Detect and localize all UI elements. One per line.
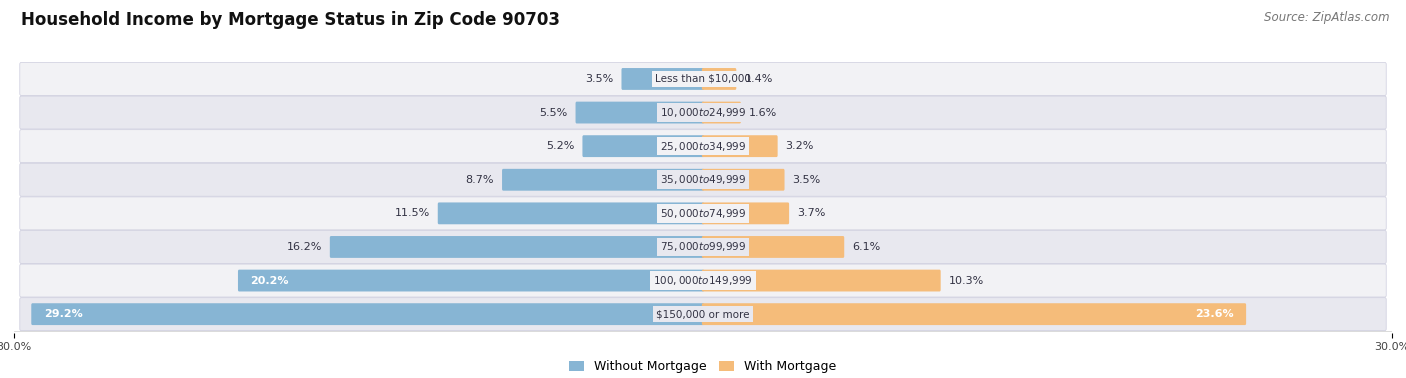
FancyBboxPatch shape	[702, 303, 1246, 325]
Text: Household Income by Mortgage Status in Zip Code 90703: Household Income by Mortgage Status in Z…	[21, 11, 560, 29]
Text: $35,000 to $49,999: $35,000 to $49,999	[659, 173, 747, 186]
FancyBboxPatch shape	[702, 169, 785, 191]
FancyBboxPatch shape	[20, 62, 1386, 95]
FancyBboxPatch shape	[20, 298, 1386, 331]
Text: 8.7%: 8.7%	[465, 175, 494, 185]
Text: 3.5%: 3.5%	[793, 175, 821, 185]
FancyBboxPatch shape	[437, 203, 704, 224]
FancyBboxPatch shape	[575, 102, 704, 124]
Text: 3.2%: 3.2%	[786, 141, 814, 151]
Text: 20.2%: 20.2%	[250, 276, 290, 285]
Text: 1.6%: 1.6%	[749, 108, 778, 118]
FancyBboxPatch shape	[20, 96, 1386, 129]
FancyBboxPatch shape	[702, 135, 778, 157]
FancyBboxPatch shape	[20, 130, 1386, 163]
FancyBboxPatch shape	[238, 270, 704, 291]
FancyBboxPatch shape	[702, 270, 941, 291]
FancyBboxPatch shape	[31, 303, 704, 325]
FancyBboxPatch shape	[20, 264, 1386, 297]
Text: 10.3%: 10.3%	[949, 276, 984, 285]
Legend: Without Mortgage, With Mortgage: Without Mortgage, With Mortgage	[564, 355, 842, 378]
Text: Source: ZipAtlas.com: Source: ZipAtlas.com	[1264, 11, 1389, 24]
Text: $50,000 to $74,999: $50,000 to $74,999	[659, 207, 747, 220]
FancyBboxPatch shape	[621, 68, 704, 90]
Text: 3.5%: 3.5%	[585, 74, 613, 84]
Text: 5.2%: 5.2%	[546, 141, 575, 151]
Text: 11.5%: 11.5%	[395, 208, 430, 218]
Text: 3.7%: 3.7%	[797, 208, 825, 218]
FancyBboxPatch shape	[702, 102, 741, 124]
FancyBboxPatch shape	[582, 135, 704, 157]
FancyBboxPatch shape	[20, 197, 1386, 230]
FancyBboxPatch shape	[330, 236, 704, 258]
FancyBboxPatch shape	[502, 169, 704, 191]
Text: $75,000 to $99,999: $75,000 to $99,999	[659, 240, 747, 254]
Text: 5.5%: 5.5%	[540, 108, 568, 118]
Text: 16.2%: 16.2%	[287, 242, 322, 252]
Text: 23.6%: 23.6%	[1195, 309, 1233, 319]
Text: $100,000 to $149,999: $100,000 to $149,999	[654, 274, 752, 287]
FancyBboxPatch shape	[20, 231, 1386, 263]
FancyBboxPatch shape	[702, 68, 737, 90]
Text: 1.4%: 1.4%	[744, 74, 773, 84]
Text: $10,000 to $24,999: $10,000 to $24,999	[659, 106, 747, 119]
Text: 6.1%: 6.1%	[852, 242, 880, 252]
Text: $25,000 to $34,999: $25,000 to $34,999	[659, 139, 747, 153]
Text: $150,000 or more: $150,000 or more	[657, 309, 749, 319]
FancyBboxPatch shape	[702, 203, 789, 224]
Text: Less than $10,000: Less than $10,000	[655, 74, 751, 84]
FancyBboxPatch shape	[702, 236, 844, 258]
Text: 29.2%: 29.2%	[44, 309, 83, 319]
FancyBboxPatch shape	[20, 163, 1386, 196]
